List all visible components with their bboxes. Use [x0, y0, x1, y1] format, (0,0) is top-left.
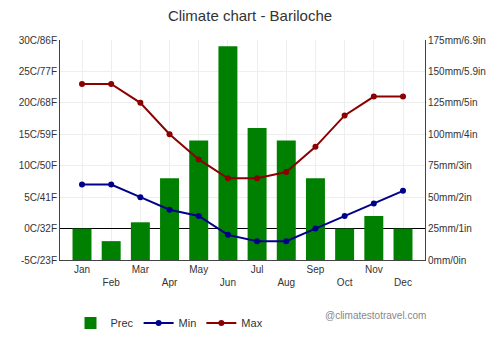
- svg-text:Feb: Feb: [103, 277, 121, 288]
- svg-text:30C/86F: 30C/86F: [19, 35, 57, 46]
- svg-text:50mm/2in: 50mm/2in: [428, 192, 472, 203]
- svg-text:Min: Min: [179, 317, 197, 329]
- svg-text:100mm/4in: 100mm/4in: [428, 129, 477, 140]
- svg-text:May: May: [189, 264, 208, 275]
- svg-text:Nov: Nov: [365, 264, 383, 275]
- svg-text:Jan: Jan: [74, 264, 90, 275]
- svg-text:Apr: Apr: [162, 277, 178, 288]
- svg-text:Sep: Sep: [307, 264, 325, 275]
- svg-text:175mm/6.9in: 175mm/6.9in: [428, 35, 486, 46]
- svg-text:Jul: Jul: [251, 264, 264, 275]
- svg-text:Aug: Aug: [277, 277, 295, 288]
- svg-text:Mar: Mar: [132, 264, 150, 275]
- svg-text:0mm/0in: 0mm/0in: [428, 255, 466, 266]
- svg-text:20C/68F: 20C/68F: [19, 97, 57, 108]
- svg-text:Oct: Oct: [337, 277, 353, 288]
- svg-text:25C/77F: 25C/77F: [19, 66, 57, 77]
- svg-text:0C/32F: 0C/32F: [24, 223, 57, 234]
- svg-text:15C/59F: 15C/59F: [19, 129, 57, 140]
- svg-text:25mm/1in: 25mm/1in: [428, 223, 472, 234]
- svg-text:Climate chart - Bariloche: Climate chart - Bariloche: [168, 7, 332, 24]
- svg-text:75mm/3in: 75mm/3in: [428, 160, 472, 171]
- svg-text:10C/50F: 10C/50F: [19, 160, 57, 171]
- svg-text:Dec: Dec: [394, 277, 412, 288]
- svg-text:Max: Max: [241, 317, 262, 329]
- svg-text:Jun: Jun: [220, 277, 236, 288]
- svg-text:125mm/5in: 125mm/5in: [428, 97, 477, 108]
- svg-text:150mm/5.9in: 150mm/5.9in: [428, 66, 486, 77]
- svg-text:Prec: Prec: [111, 317, 134, 329]
- svg-text:5C/41F: 5C/41F: [24, 192, 57, 203]
- svg-text:@climatestotravel.com: @climatestotravel.com: [325, 310, 426, 321]
- svg-text:-5C/23F: -5C/23F: [21, 255, 57, 266]
